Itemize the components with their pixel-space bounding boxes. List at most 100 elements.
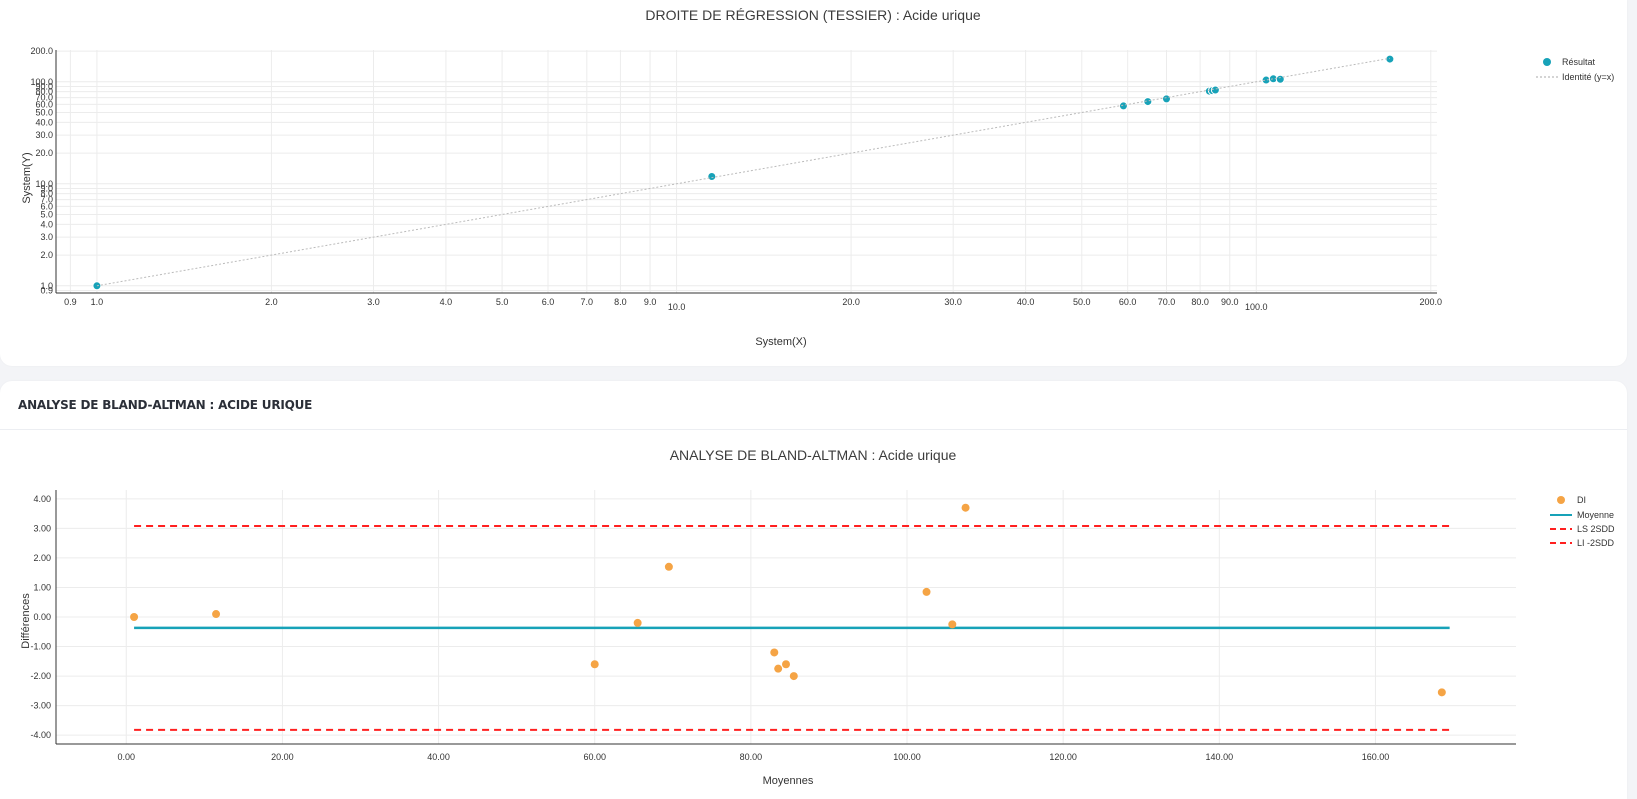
y-tick-label: 4.00 (33, 494, 51, 504)
data-point (1275, 74, 1285, 84)
y-tick-label: 1.0 (40, 281, 53, 291)
x-tick-label: 2.0 (265, 297, 278, 307)
data-point (782, 660, 790, 669)
y-tick-label: 40.0 (35, 117, 53, 127)
data-point (1118, 101, 1128, 111)
legend: Résultat Identité (y=x) (1536, 57, 1614, 82)
y-tick-label: 5.0 (40, 210, 53, 220)
x-tick-label: 30.0 (944, 297, 962, 307)
data-point (633, 618, 642, 627)
y-tick-label: 2.00 (33, 553, 51, 563)
y-tick-label: 8.0 (40, 189, 53, 199)
x-tick-label: 5.0 (496, 297, 509, 307)
chart-title: DROITE DE RÉGRESSION (TESSIER) : Acide u… (645, 7, 981, 23)
y-axis-label: System(Y) (21, 152, 33, 203)
data-point (707, 171, 717, 181)
x-tick-label: 40.0 (1017, 297, 1035, 307)
x-tick-label: 50.0 (1073, 297, 1091, 307)
data-point (1210, 85, 1220, 95)
x-axis-label: System(X) (755, 336, 806, 348)
x-tick-label: 60.0 (1119, 297, 1137, 307)
x-tick-label: 160.00 (1362, 752, 1390, 762)
legend-label-identite: Identité (y=x) (1562, 72, 1614, 82)
y-tick-label: 200.0 (30, 46, 53, 56)
y-tick-label: 60.0 (35, 99, 53, 109)
x-tick-label: 0.00 (118, 752, 136, 762)
y-tick-label: 90.0 (35, 81, 53, 91)
y-tick-label: 3.0 (40, 232, 53, 242)
y-tick-label: 20.0 (35, 148, 53, 158)
bland-altman-chart: ANALYSE DE BLAND-ALTMAN : Acide urique 0… (20, 447, 1615, 787)
y-tick-label: -4.00 (30, 730, 51, 740)
x-axis-label: Moyennes (763, 775, 814, 787)
data-point (948, 620, 957, 629)
x-tick-label: 100.00 (893, 752, 921, 762)
y-tick-label: 4.0 (40, 219, 53, 229)
y-tick-label: 0.9 (40, 285, 53, 295)
x-tick-label: 6.0 (542, 297, 555, 307)
x-tick-label: 1.0 (91, 297, 104, 307)
data-point (789, 672, 798, 681)
legend-label-ls-2sdd: LS 2SDD (1577, 524, 1615, 534)
x-tick-label: 3.0 (367, 297, 380, 307)
data-point (961, 503, 970, 512)
x-tick-label: 80.0 (1191, 297, 1209, 307)
x-tick-label: 200.0 (1420, 297, 1443, 307)
legend-label-moyenne: Moyenne (1577, 510, 1614, 520)
x-tick-label: 4.0 (440, 297, 453, 307)
y-tick-label: 1.00 (33, 582, 51, 592)
data-point (1143, 97, 1153, 107)
data-point (130, 613, 139, 621)
y-tick-label: -3.00 (30, 701, 51, 711)
card-header: ANALYSE DE BLAND-ALTMAN : ACIDE URIQUE (0, 381, 1627, 430)
x-tick-label: 10.0 (668, 302, 686, 312)
x-tick-label: 20.00 (271, 752, 294, 762)
y-tick-label: 50.0 (35, 108, 53, 118)
y-tick-label: -2.00 (30, 671, 51, 681)
y-tick-label: 0.00 (33, 612, 51, 622)
x-tick-label: 120.00 (1049, 752, 1077, 762)
y-tick-label: 9.0 (40, 183, 53, 193)
data-point (774, 664, 783, 673)
y-tick-label: 6.0 (40, 201, 53, 211)
legend-marker-di (1557, 496, 1565, 504)
regression-card: DROITE DE RÉGRESSION (TESSIER) : Acide u… (0, 0, 1627, 366)
x-tick-label: 9.0 (644, 297, 657, 307)
x-tick-label: 8.0 (614, 297, 627, 307)
regression-chart: DROITE DE RÉGRESSION (TESSIER) : Acide u… (21, 7, 1614, 348)
y-tick-label: 3.00 (33, 523, 51, 533)
y-tick-label: 2.0 (40, 250, 53, 260)
chart-title: ANALYSE DE BLAND-ALTMAN : Acide urique (670, 447, 957, 463)
y-tick-label: 100.0 (30, 77, 53, 87)
card-header-title: ANALYSE DE BLAND-ALTMAN : ACIDE URIQUE (18, 398, 313, 412)
x-tick-label: 140.00 (1206, 752, 1234, 762)
x-tick-label: 7.0 (581, 297, 594, 307)
data-point (922, 587, 931, 596)
data-point (590, 660, 599, 669)
y-tick-label: 7.0 (40, 195, 53, 205)
y-tick-label: 80.0 (35, 87, 53, 97)
x-tick-label: 80.00 (740, 752, 763, 762)
legend-marker-resultat (1543, 58, 1551, 66)
x-tick-label: 20.0 (842, 297, 860, 307)
x-tick-label: 90.0 (1221, 297, 1239, 307)
legend-label-li-2sdd: LI -2SDD (1577, 538, 1615, 548)
y-tick-label: 30.0 (35, 130, 53, 140)
x-tick-label: 40.00 (427, 752, 450, 762)
legend-label-resultat: Résultat (1562, 57, 1596, 67)
y-axis-label: Différences (20, 593, 32, 649)
legend: DI Moyenne LS 2SDD LI -2SDD (1550, 495, 1615, 548)
x-tick-label: 70.0 (1158, 297, 1176, 307)
y-tick-label: 10.0 (35, 179, 53, 189)
identity-line (96, 57, 1390, 287)
x-tick-label: 0.9 (64, 297, 77, 307)
data-point (1161, 94, 1171, 104)
x-tick-label: 60.00 (583, 752, 606, 762)
data-point (664, 562, 673, 571)
legend-label-di: DI (1577, 495, 1586, 505)
x-tick-label: 100.0 (1245, 302, 1268, 312)
data-point (1437, 688, 1446, 697)
y-tick-label: -1.00 (30, 642, 51, 652)
bland-altman-card: ANALYSE DE BLAND-ALTMAN : ACIDE URIQUE A… (0, 381, 1627, 799)
y-tick-label: 70.0 (35, 93, 53, 103)
